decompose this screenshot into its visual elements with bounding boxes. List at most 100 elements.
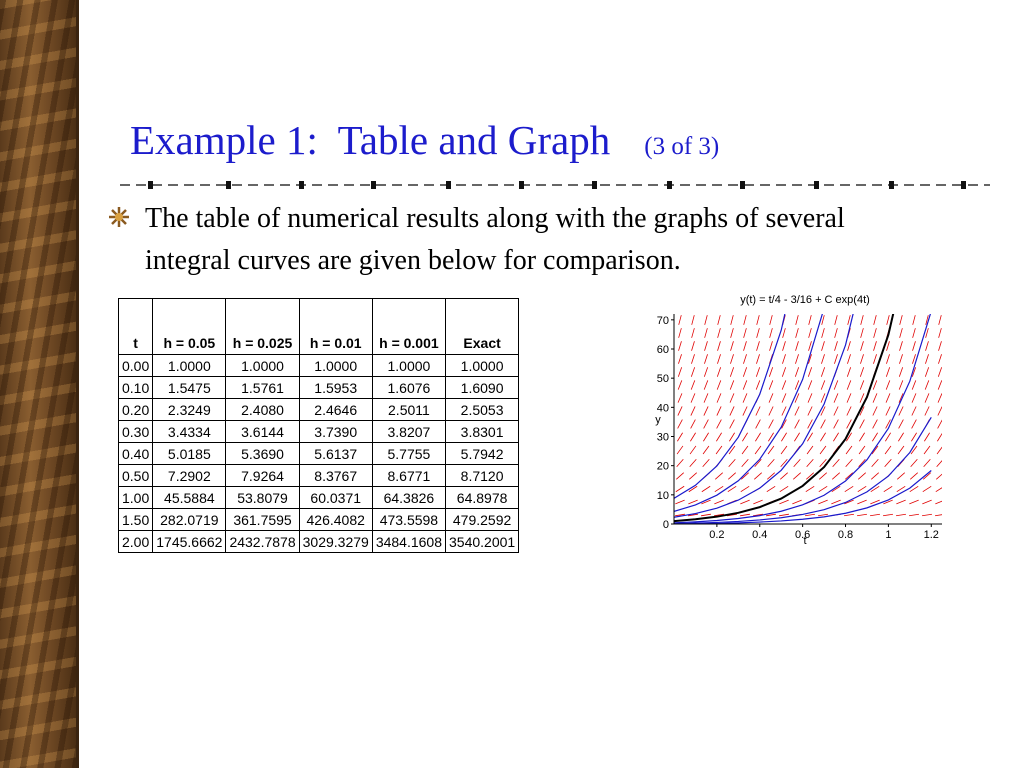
field-segment xyxy=(912,328,916,338)
field-segment xyxy=(857,485,867,493)
table-cell: 2.00 xyxy=(117,530,154,553)
field-segment xyxy=(678,354,682,364)
field-segment xyxy=(885,393,891,403)
field-segment xyxy=(845,458,853,468)
field-segment xyxy=(872,432,878,442)
field-segment xyxy=(769,341,773,351)
field-segment xyxy=(858,445,866,455)
field-segment xyxy=(794,419,800,429)
table-cell: 3.4334 xyxy=(152,420,227,443)
field-segment xyxy=(886,341,890,351)
field-segment xyxy=(675,485,685,493)
field-segment xyxy=(753,513,763,517)
field-segment xyxy=(804,513,816,517)
field-segment xyxy=(675,499,685,505)
field-segment xyxy=(767,458,775,468)
field-segment xyxy=(807,406,813,416)
field-segment xyxy=(794,432,800,442)
field-segment xyxy=(743,341,747,351)
field-segment xyxy=(755,432,761,442)
field-segment xyxy=(677,393,683,403)
field-segment xyxy=(690,432,696,442)
field-segment xyxy=(885,380,891,390)
field-segment xyxy=(701,499,711,505)
table-row: 0.20 2.3249 2.4080 2.4646 2.5011 2.5053 xyxy=(117,398,520,421)
field-segment xyxy=(899,315,903,325)
field-segment xyxy=(910,445,918,455)
field-segment xyxy=(817,513,829,517)
field-segment xyxy=(896,485,906,493)
table-cell: 1745.6662 xyxy=(152,530,227,553)
field-segment xyxy=(780,458,788,468)
field-segment xyxy=(716,406,722,416)
field-segment xyxy=(936,460,942,467)
field-segment xyxy=(768,367,774,377)
x-tick-label: 0.8 xyxy=(838,529,853,541)
direction-field xyxy=(675,315,942,517)
field-segment xyxy=(833,406,839,416)
curves xyxy=(674,314,932,524)
field-segment xyxy=(756,341,760,351)
table-cell: 8.3767 xyxy=(298,464,373,487)
field-segment xyxy=(886,315,890,325)
y-tick-label: 40 xyxy=(657,402,669,414)
field-segment xyxy=(912,315,916,325)
field-segment xyxy=(870,472,880,480)
integral-curve xyxy=(674,470,932,524)
field-segment xyxy=(807,432,813,442)
field-segment xyxy=(831,472,841,480)
axes: 0 10 20 30 40 50 60 70 0.2 0.4 0.6 0.8 1 1.2 xyxy=(657,314,942,541)
field-segment xyxy=(921,513,933,517)
field-segment xyxy=(728,472,736,480)
field-segment xyxy=(935,500,942,505)
integral-curve xyxy=(674,314,854,518)
field-segment xyxy=(922,499,932,505)
field-segment xyxy=(677,367,683,377)
field-segment xyxy=(716,367,722,377)
table-cell: 5.7755 xyxy=(371,442,447,465)
field-segment xyxy=(873,354,877,364)
field-segment xyxy=(766,472,776,480)
field-segment xyxy=(922,485,932,493)
field-segment xyxy=(872,393,878,403)
field-segment xyxy=(935,473,942,480)
field-segment xyxy=(805,472,815,480)
field-segment xyxy=(766,485,776,493)
field-segment xyxy=(741,472,749,480)
field-segment xyxy=(911,432,917,442)
field-segment xyxy=(768,419,774,429)
field-segment xyxy=(793,458,801,468)
field-segment xyxy=(872,419,878,429)
table-row: 0.10 1.5475 1.5761 1.5953 1.6076 1.6090 xyxy=(117,376,520,399)
field-segment xyxy=(936,446,942,455)
field-segment xyxy=(778,513,790,517)
field-segment xyxy=(818,499,828,505)
integral-curve xyxy=(674,314,823,513)
field-segment xyxy=(688,513,698,517)
table-cell: 5.7942 xyxy=(444,442,520,465)
bullet-icon xyxy=(109,207,129,227)
column-header: h = 0.025 xyxy=(225,298,300,355)
field-segment xyxy=(795,328,799,338)
y-tick-label: 50 xyxy=(657,373,669,385)
field-segment xyxy=(781,393,787,403)
field-segment xyxy=(819,445,827,455)
field-segment xyxy=(937,406,942,416)
y-tick-label: 10 xyxy=(657,490,669,502)
table-cell: 64.3826 xyxy=(371,486,447,509)
field-segment xyxy=(938,354,942,364)
x-tick-label: 0.6 xyxy=(795,529,810,541)
field-segment xyxy=(898,406,904,416)
field-segment xyxy=(742,380,748,390)
field-segment xyxy=(768,380,774,390)
field-segment xyxy=(794,393,800,403)
field-segment xyxy=(924,406,930,416)
table-cell: 473.5598 xyxy=(371,508,447,531)
table-cell: 426.4082 xyxy=(298,508,373,531)
field-segment xyxy=(779,472,789,480)
field-segment xyxy=(820,406,826,416)
field-segment xyxy=(910,459,918,467)
column-header: h = 0.01 xyxy=(298,298,373,355)
table-cell: 0.10 xyxy=(117,376,154,399)
field-segment xyxy=(701,485,711,493)
